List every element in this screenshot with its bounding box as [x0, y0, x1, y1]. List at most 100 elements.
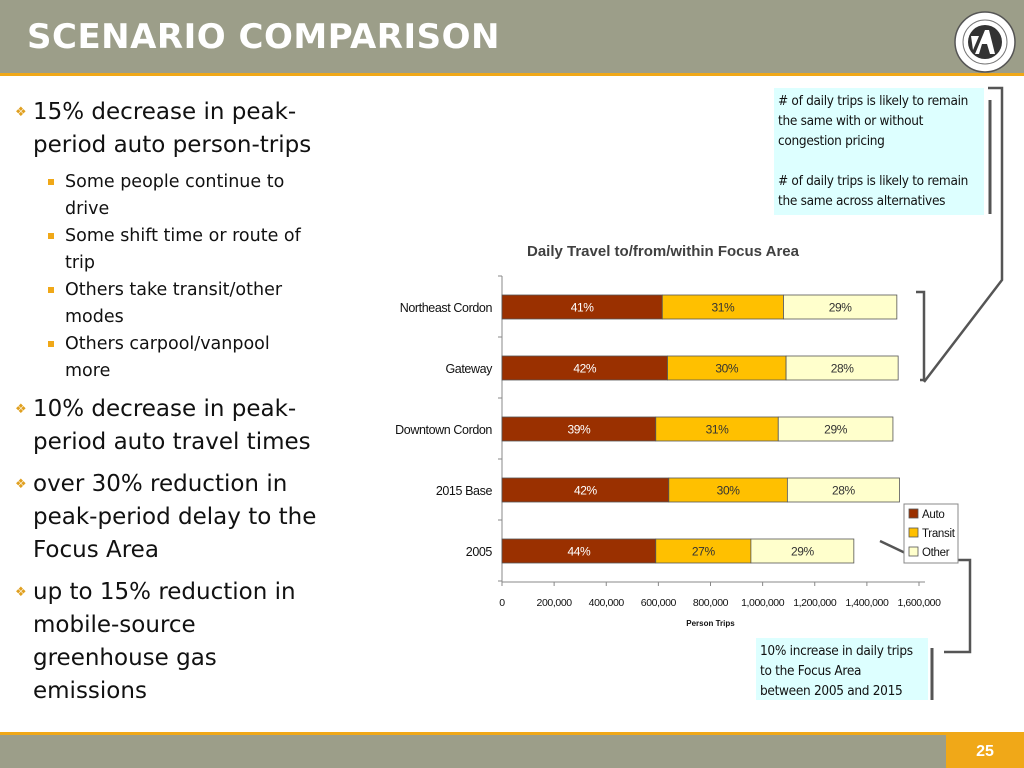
x-tick-label: 1,000,000 — [741, 597, 785, 609]
bullet-text-line: greenhouse gas — [33, 645, 217, 671]
category-label: Northeast Cordon — [400, 301, 493, 315]
sub-bullet-text-line: Some shift time or route of — [65, 226, 301, 246]
bar-segment-auto — [501, 416, 657, 442]
data-label: 28% — [831, 362, 855, 376]
x-tick-label: 800,000 — [693, 597, 729, 609]
x-tick-label: 0 — [499, 597, 505, 609]
bullet-text-line: 15% decrease in peak- — [33, 99, 297, 125]
chart-title: Daily Travel to/from/within Focus Area — [527, 243, 800, 260]
bar-segment-other — [750, 538, 855, 564]
data-label: 31% — [706, 423, 730, 437]
diamond-bullet-icon: ❖ — [15, 477, 27, 492]
bar-segment-auto — [501, 538, 657, 564]
data-label: 28% — [832, 484, 856, 498]
bar-segment-transit — [668, 477, 788, 503]
sub-bullet-text-line: Others carpool/vanpool — [65, 334, 270, 354]
connector-top — [923, 86, 1004, 383]
bar-segment-other — [786, 477, 900, 503]
page-title: SCENARIO COMPARISON — [27, 17, 500, 57]
sub-bullet-item: Others take transit/other modes — [15, 277, 345, 331]
bar-segment-other — [783, 294, 898, 320]
sfcta-logo — [954, 11, 1016, 73]
x-tick-label: 400,000 — [589, 597, 625, 609]
callout-text-3b: to the Focus Area — [760, 663, 862, 679]
callout-text-1b: the same with or without — [778, 113, 924, 129]
bullet-text-line: mobile-source — [33, 612, 196, 638]
sub-bullet-list: Some people continue to drive Some shift t… — [15, 169, 345, 385]
category-label: 2005 — [466, 545, 493, 559]
bar-segment-transit — [667, 355, 787, 381]
bullet-text-line: period auto person-trips — [33, 132, 312, 158]
square-bullet-icon — [48, 179, 54, 185]
sub-bullet-text-line: drive — [65, 199, 110, 219]
callout-text-3c: between 2005 and 2015 — [760, 683, 903, 699]
callout-text-2b: the same across alternatives — [778, 193, 946, 209]
x-axis-label: Person Trips — [686, 619, 735, 628]
callout-trips-same: # of daily trips is likely to remain the… — [774, 88, 984, 215]
bar-segment-transit — [661, 294, 784, 320]
legend-swatch — [908, 508, 919, 519]
bullet-list: ❖ 15% decrease in peak-period auto person… — [15, 96, 345, 717]
x-tick-label: 200,000 — [537, 597, 573, 609]
bullet-text-line: period auto travel times — [33, 429, 311, 455]
data-label: 31% — [711, 301, 735, 315]
sub-bullet-text-line: Some people continue to — [65, 172, 285, 192]
sub-bullet-text-line: more — [65, 361, 111, 381]
data-label: 29% — [824, 423, 848, 437]
data-label: 30% — [717, 484, 741, 498]
header-bar — [0, 0, 1024, 76]
bullet-text-line: peak-period delay to the — [33, 504, 317, 530]
data-label: 29% — [791, 545, 815, 559]
square-bullet-icon — [48, 233, 54, 239]
legend-label: Auto — [922, 509, 944, 521]
data-label: 42% — [574, 484, 598, 498]
data-label: 29% — [829, 301, 853, 315]
bullet-text-line: up to 15% reduction in — [33, 579, 296, 605]
legend-swatch — [908, 546, 919, 557]
callout-text-1c: congestion pricing — [778, 133, 885, 149]
bullet-text-line: emissions — [33, 678, 147, 704]
diamond-bullet-icon: ❖ — [15, 402, 27, 417]
legend-label: Transit — [922, 528, 956, 540]
x-tick-label: 1,200,000 — [793, 597, 837, 609]
footer-bar — [0, 732, 1024, 768]
bullet-item: ❖ 10% decrease in peak-period auto travel… — [15, 393, 345, 459]
square-bullet-icon — [48, 287, 54, 293]
data-label: 39% — [567, 423, 591, 437]
bullet-text-line: Focus Area — [33, 537, 159, 563]
x-tick-label: 1,400,000 — [845, 597, 889, 609]
legend-swatch — [908, 527, 919, 538]
stacked-bar-chart: Daily Travel to/from/within Focus Area 0 2… — [395, 243, 959, 628]
sub-bullet-text-line: modes — [65, 307, 124, 327]
x-tick-label: 600,000 — [641, 597, 677, 609]
data-label: 30% — [715, 362, 739, 376]
sub-bullet-text-line: trip — [65, 253, 96, 273]
category-label: Downtown Cordon — [395, 423, 492, 437]
data-label: 44% — [567, 545, 591, 559]
legend-label: Other — [922, 547, 950, 559]
page-number: 25 — [946, 735, 1024, 768]
x-tick-label: 1,600,000 — [897, 597, 941, 609]
callout-text-2a: # of daily trips is likely to remain — [778, 173, 969, 189]
callout-text-1a: # of daily trips is likely to remain — [778, 93, 969, 109]
diamond-bullet-icon: ❖ — [15, 585, 27, 600]
data-label: 42% — [573, 362, 597, 376]
bar-segment-transit — [655, 538, 752, 564]
category-label: Gateway — [445, 362, 493, 376]
category-label: 2015 Base — [436, 484, 493, 498]
bullet-item: ❖ up to 15% reduction in mobile-source gree… — [15, 576, 345, 708]
square-bullet-icon — [48, 341, 54, 347]
callout-text-3a: 10% increase in daily trips — [760, 643, 913, 659]
bracket-top — [916, 290, 926, 382]
sub-bullet-item: Some shift time or route of trip — [15, 223, 345, 277]
bar-segment-other — [777, 416, 894, 442]
data-label: 41% — [571, 301, 595, 315]
bar-segment-other — [785, 355, 899, 381]
bar-segment-auto — [501, 294, 663, 320]
diamond-bullet-icon: ❖ — [15, 105, 27, 120]
bullet-item: ❖ over 30% reduction in peak-period delay … — [15, 468, 345, 567]
sub-bullet-text-line: Others take transit/other — [65, 280, 283, 300]
callout-trips-increase: 10% increase in daily trips to the Focus… — [756, 638, 928, 700]
bullet-text-line: 10% decrease in peak- — [33, 396, 297, 422]
sub-bullet-item: Others carpool/vanpool more — [15, 331, 345, 385]
